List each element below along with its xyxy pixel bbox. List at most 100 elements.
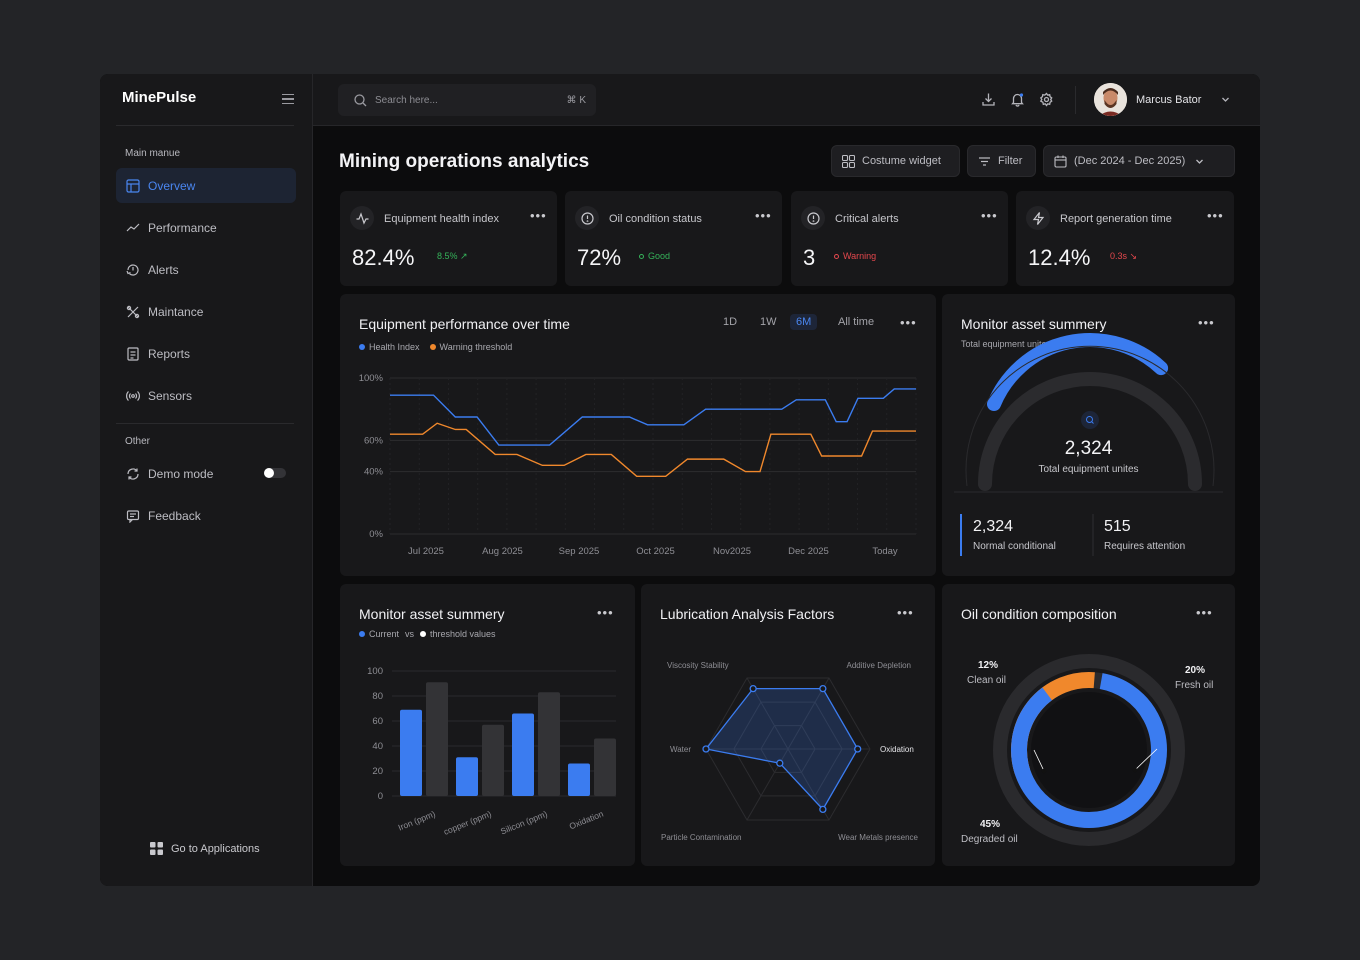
radar-axis-label: Wear Metals presence — [838, 833, 918, 842]
user-name[interactable]: Marcus Bator — [1136, 94, 1202, 106]
kpi-status-text: Warning — [843, 251, 877, 261]
y-tick-label: 80 — [372, 691, 383, 702]
search-icon — [1081, 411, 1099, 429]
more-icon[interactable]: ••• — [1198, 315, 1215, 330]
kpi-status-text: Good — [648, 251, 671, 261]
report-icon — [127, 346, 139, 361]
lightning-icon — [1026, 206, 1050, 230]
x-tick-label: Oct 2025 — [636, 546, 675, 557]
custom-widget-label: Costume widget — [862, 155, 941, 167]
apps-icon — [150, 842, 163, 855]
tools-icon — [126, 305, 140, 318]
legend-label-current: Current — [369, 629, 400, 639]
refresh-icon — [127, 467, 139, 480]
kpi-card-report-generation: Report generation time ••• 12.4% 0.3s ↘ — [1016, 191, 1234, 286]
gauge-track — [978, 372, 1202, 491]
more-icon[interactable]: ••• — [897, 605, 914, 620]
download-icon[interactable] — [981, 92, 996, 107]
card-title: Monitor asset summery — [359, 606, 505, 622]
radar-point — [702, 745, 710, 753]
section-label-main: Main manue — [125, 148, 181, 159]
date-range-select[interactable]: (Dec 2024 - Dec 2025) — [1043, 145, 1235, 177]
more-icon[interactable]: ••• — [1207, 208, 1224, 223]
go-to-applications-link[interactable]: Go to Applications — [150, 842, 260, 855]
brand-logo: MinePulse — [122, 89, 197, 106]
gauge-value: 2,324 — [1064, 438, 1113, 459]
range-1d-tab[interactable]: 1D — [723, 316, 738, 328]
gear-icon[interactable] — [1039, 92, 1054, 107]
avatar[interactable] — [1094, 83, 1127, 116]
y-tick-label: 100 — [367, 666, 383, 677]
range-all-time-tab[interactable]: All time — [838, 316, 875, 328]
search-icon-lens — [1086, 416, 1093, 423]
chart-legend: Current vs threshold values — [359, 629, 496, 639]
sidebar-item-overview[interactable]: Overvew — [116, 168, 296, 203]
bar-threshold — [538, 692, 560, 796]
legend-swatch-threshold — [429, 344, 436, 350]
radar-axis-label: Additive Depletion — [847, 661, 911, 670]
x-tick-label: Nov2025 — [713, 546, 751, 557]
divider — [116, 423, 294, 424]
range-6m-tab[interactable]: 6M — [790, 314, 818, 330]
stat-label-normal: Normal conditional — [973, 541, 1056, 552]
series-line-health-index — [390, 388, 916, 446]
more-icon[interactable]: ••• — [1196, 605, 1213, 620]
sidebar-item-maintance[interactable]: Maintance — [116, 294, 296, 329]
sidebar-item-label: Alerts — [148, 262, 179, 277]
more-icon[interactable]: ••• — [530, 208, 547, 223]
y-tick-label: 0 — [378, 791, 383, 802]
go-to-applications-label: Go to Applications — [171, 842, 260, 855]
donut-hole — [1031, 692, 1147, 808]
section-label-other: Other — [125, 436, 151, 447]
demo-mode-toggle[interactable] — [264, 468, 286, 478]
sidebar-item-performance[interactable]: Performance — [116, 210, 296, 245]
radar-axis-label: Oxidation — [880, 745, 914, 754]
kpi-value: 72% — [577, 245, 622, 270]
more-icon[interactable]: ••• — [900, 315, 917, 330]
leader-line-fresh — [1134, 748, 1158, 771]
filter-button[interactable]: Filter — [967, 145, 1036, 177]
bar-current — [568, 763, 590, 796]
search-input[interactable]: Search here... ⌘ K — [338, 84, 596, 116]
bell-icon[interactable] — [1010, 92, 1025, 107]
card-title: Lubrication Analysis Factors — [660, 606, 835, 622]
menu-icon[interactable] — [282, 94, 294, 107]
sidebar-item-label: Maintance — [148, 304, 204, 319]
y-tick-label: 40% — [364, 467, 384, 478]
x-tick-label: Silicon (ppm) — [499, 809, 549, 837]
x-tick-label: Today — [872, 546, 898, 557]
sidebar-item-feedback[interactable]: Feedback — [116, 498, 296, 533]
radar-chart: Oxidation Additive Depletion Viscosity Sta… — [661, 661, 919, 842]
divider — [116, 125, 294, 126]
bar-threshold — [594, 738, 616, 796]
search-placeholder: Search here... — [375, 94, 438, 106]
segment-pct-degraded: 45% — [980, 819, 1001, 830]
range-1w-tab[interactable]: 1W — [760, 316, 777, 328]
chevron-down-icon[interactable] — [1221, 95, 1230, 104]
x-tick-label: Iron (ppm) — [397, 809, 437, 833]
alert-icon — [126, 263, 139, 276]
card-title: Monitor asset summery — [961, 316, 1107, 332]
donut-segment-fresh — [1011, 673, 1167, 828]
kpi-value: 3 — [803, 245, 816, 270]
bar-current — [456, 757, 478, 796]
grid-icon — [842, 154, 855, 168]
more-icon[interactable]: ••• — [597, 605, 614, 620]
x-tick-label: Sep 2025 — [559, 546, 600, 557]
user-portrait-icon — [1094, 83, 1127, 116]
trend-icon — [126, 223, 140, 231]
sidebar-item-label: Performance — [148, 220, 217, 235]
sidebar-item-reports[interactable]: Reports — [116, 336, 296, 371]
more-icon[interactable]: ••• — [981, 208, 998, 223]
oil-composition-card: Oil condition composition ••• 12% Clean … — [942, 584, 1235, 866]
donut-chart — [993, 654, 1185, 846]
custom-widget-button[interactable]: Costume widget — [831, 145, 960, 177]
segment-pct-fresh: 20% — [1185, 665, 1206, 676]
more-icon[interactable]: ••• — [755, 208, 772, 223]
radar-axis-label: Viscosity Stability — [667, 661, 729, 670]
bar-current — [512, 713, 534, 796]
sidebar-item-sensors[interactable]: Sensors — [116, 378, 296, 413]
gauge-label: Total equipment unites — [1038, 464, 1139, 475]
leader-dot-clean — [1041, 768, 1047, 774]
sidebar-item-alerts[interactable]: Alerts — [116, 252, 296, 287]
